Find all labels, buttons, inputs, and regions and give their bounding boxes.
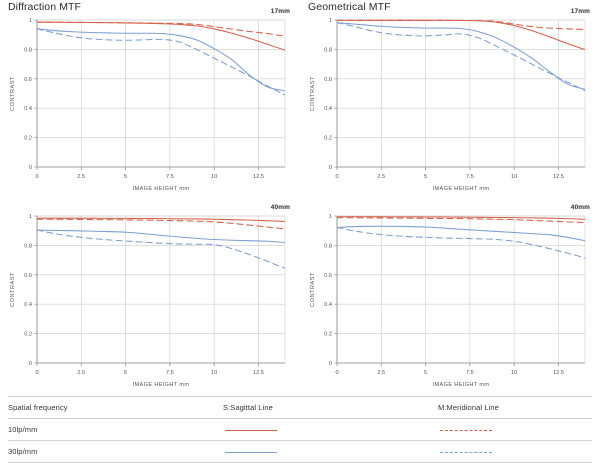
svg-text:0.8: 0.8	[24, 47, 32, 53]
focal-length-label: 17mm	[570, 8, 590, 15]
legend-row-30lpmm: 30lp/mm	[8, 440, 592, 463]
svg-text:0: 0	[329, 165, 332, 171]
svg-text:0.8: 0.8	[24, 243, 32, 249]
chart-diffraction-40mm: 40mm 0 0.2 0.4 0.6 0.8 1 0 2.5 5 7.5 10 12.5 IMAGE H…	[0, 196, 300, 392]
svg-text:0.6: 0.6	[24, 273, 32, 279]
svg-text:10: 10	[211, 370, 217, 376]
svg-text:CONTRAST: CONTRAST	[10, 76, 16, 111]
svg-text:12.5: 12.5	[253, 174, 264, 180]
svg-text:0: 0	[335, 174, 338, 180]
legend-table: Spatial frequency S:Sagittal Line M:Meri…	[8, 396, 592, 463]
svg-text:0.4: 0.4	[324, 302, 332, 308]
svg-text:0: 0	[329, 361, 332, 367]
svg-text:7.5: 7.5	[166, 174, 174, 180]
svg-text:0.2: 0.2	[324, 136, 332, 142]
svg-text:5: 5	[124, 370, 127, 376]
svg-text:0.6: 0.6	[24, 77, 32, 83]
svg-text:0.2: 0.2	[24, 136, 32, 142]
line-dashed-blue-swatch	[440, 451, 492, 453]
svg-text:2.5: 2.5	[377, 174, 385, 180]
svg-text:7.5: 7.5	[466, 370, 474, 376]
svg-text:2.5: 2.5	[77, 370, 85, 376]
legend-header-sagittal: S:Sagittal Line	[223, 396, 438, 419]
chart-diffraction-17mm: Diffraction MTF 17mm 0 0.2 0.4 0.6 0.8 1 0 2.5 5…	[0, 0, 300, 196]
legend-row-10lpmm: 10lp/mm	[8, 418, 592, 441]
legend-header-meridional: M:Meridional Line	[438, 396, 592, 419]
svg-text:0.4: 0.4	[24, 106, 32, 112]
legend-swatch-sagittal-30	[223, 440, 438, 463]
svg-text:1: 1	[29, 214, 32, 220]
svg-text:12.5: 12.5	[553, 370, 564, 376]
svg-text:10: 10	[511, 370, 517, 376]
svg-text:7.5: 7.5	[466, 174, 474, 180]
legend-label-30lpmm: 30lp/mm	[8, 440, 223, 463]
svg-text:1: 1	[29, 18, 32, 24]
legend-swatch-meridional-10	[438, 418, 592, 441]
svg-text:0: 0	[29, 361, 32, 367]
svg-text:2.5: 2.5	[77, 174, 85, 180]
focal-length-label: 40mm	[570, 204, 590, 211]
svg-text:0.4: 0.4	[324, 106, 332, 112]
line-solid-red-swatch	[225, 429, 277, 431]
svg-text:CONTRAST: CONTRAST	[310, 76, 316, 111]
svg-text:7.5: 7.5	[166, 370, 174, 376]
legend-swatch-sagittal-10	[223, 418, 438, 441]
svg-text:12.5: 12.5	[553, 174, 564, 180]
chart-geometrical-17mm: Geometrical MTF 17mm 0 0.2 0.4 0.6 0.8 1 0 2.5 5…	[300, 0, 600, 196]
svg-text:0: 0	[29, 165, 32, 171]
svg-text:1: 1	[329, 18, 332, 24]
legend-label-10lpmm: 10lp/mm	[8, 418, 223, 441]
focal-length-label: 17mm	[270, 8, 290, 15]
svg-text:IMAGE HEIGHT mm: IMAGE HEIGHT mm	[433, 382, 490, 388]
chart-title: Geometrical MTF	[308, 1, 391, 13]
svg-text:0.2: 0.2	[324, 332, 332, 338]
svg-text:0.4: 0.4	[24, 302, 32, 308]
focal-length-label: 40mm	[270, 204, 290, 211]
svg-text:10: 10	[511, 174, 517, 180]
svg-text:0.8: 0.8	[324, 47, 332, 53]
svg-text:5: 5	[424, 370, 427, 376]
chart-title: Diffraction MTF	[8, 1, 82, 13]
svg-text:0.8: 0.8	[324, 243, 332, 249]
svg-text:0.6: 0.6	[324, 273, 332, 279]
legend-swatch-meridional-30	[438, 440, 592, 463]
svg-text:CONTRAST: CONTRAST	[310, 272, 316, 307]
svg-text:0: 0	[335, 370, 338, 376]
svg-text:0.6: 0.6	[324, 77, 332, 83]
svg-text:0.2: 0.2	[24, 332, 32, 338]
svg-text:0: 0	[35, 174, 38, 180]
svg-text:5: 5	[424, 174, 427, 180]
legend-header-frequency: Spatial frequency	[8, 396, 223, 419]
svg-text:CONTRAST: CONTRAST	[10, 272, 16, 307]
legend-header-row: Spatial frequency S:Sagittal Line M:Meri…	[8, 396, 592, 419]
svg-text:10: 10	[211, 174, 217, 180]
svg-text:1: 1	[329, 214, 332, 220]
svg-text:12.5: 12.5	[253, 370, 264, 376]
line-solid-blue-swatch	[225, 451, 277, 453]
svg-text:IMAGE HEIGHT mm: IMAGE HEIGHT mm	[133, 186, 190, 192]
chart-geometrical-40mm: 40mm 0 0.2 0.4 0.6 0.8 1 0 2.5 5 7.5 10 12.5 IMAGE H…	[300, 196, 600, 392]
svg-text:IMAGE HEIGHT mm: IMAGE HEIGHT mm	[433, 186, 490, 192]
line-dashed-red-swatch	[440, 429, 492, 431]
svg-text:0: 0	[35, 370, 38, 376]
svg-text:IMAGE HEIGHT mm: IMAGE HEIGHT mm	[133, 382, 190, 388]
mtf-charts-grid: Diffraction MTF 17mm 0 0.2 0.4 0.6 0.8 1 0 2.5 5…	[0, 0, 600, 392]
svg-text:2.5: 2.5	[377, 370, 385, 376]
svg-text:5: 5	[124, 174, 127, 180]
